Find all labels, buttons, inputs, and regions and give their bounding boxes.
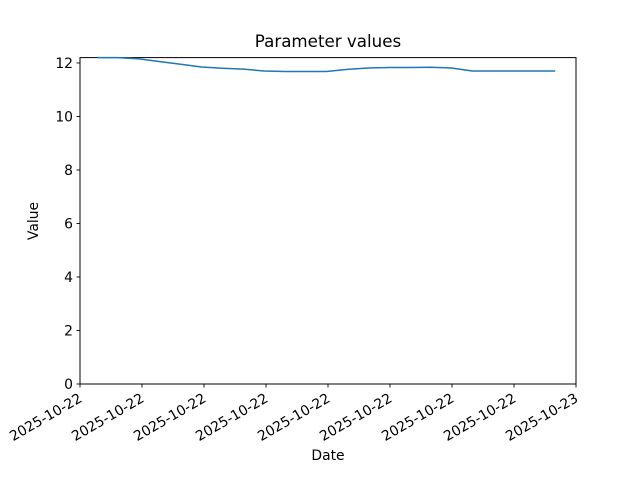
chart-title: Parameter values bbox=[255, 31, 401, 51]
axes: 0246810122025-10-222025-10-222025-10-222… bbox=[7, 56, 581, 445]
y-tick-label: 4 bbox=[64, 270, 73, 286]
y-tick-label: 10 bbox=[55, 109, 73, 125]
x-axis-label: Date bbox=[311, 448, 344, 464]
y-tick-label: 0 bbox=[64, 377, 73, 393]
y-tick-label: 8 bbox=[64, 163, 73, 179]
y-tick-label: 12 bbox=[55, 56, 73, 72]
data-line bbox=[97, 56, 556, 73]
y-tick-label: 6 bbox=[64, 216, 73, 232]
y-tick-label: 2 bbox=[64, 323, 73, 339]
plot-area bbox=[79, 57, 577, 385]
y-axis-label: Value bbox=[26, 202, 42, 240]
